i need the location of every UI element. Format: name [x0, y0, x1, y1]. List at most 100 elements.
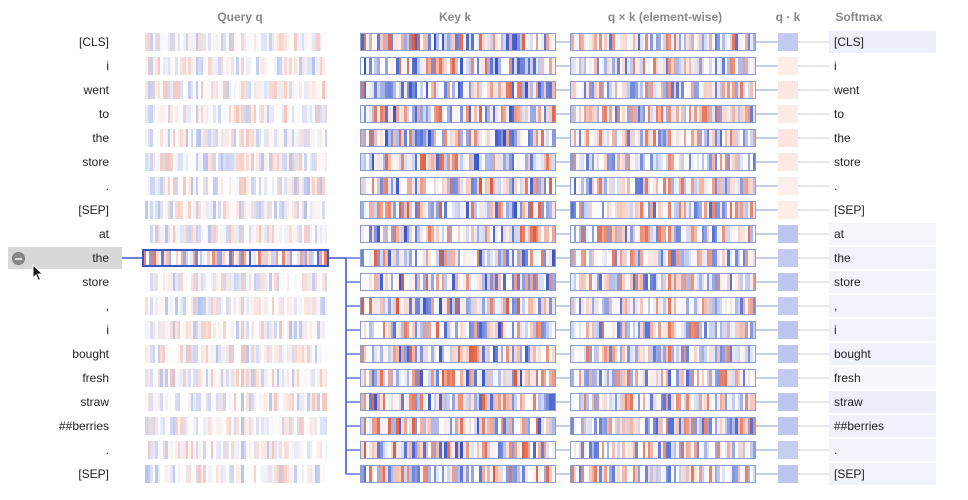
key-vector — [360, 465, 556, 483]
softmax-weight-bar — [829, 247, 936, 269]
product-vector — [570, 201, 756, 219]
key-vector — [360, 249, 556, 267]
product-vector — [570, 105, 756, 123]
query-token-label[interactable]: the — [92, 131, 109, 145]
query-token-label[interactable]: store — [82, 275, 109, 289]
product-vector — [570, 465, 756, 483]
softmax-weight-bar — [829, 391, 936, 413]
query-token-label[interactable]: store — [82, 155, 109, 169]
product-vector — [570, 393, 756, 411]
query-vector — [145, 393, 327, 411]
query-token-label[interactable]: ##berries — [58, 419, 109, 433]
query-vector — [145, 321, 327, 339]
softmax-token-label: went — [834, 83, 860, 97]
softmax-token-label: . — [834, 179, 838, 193]
query-token-label[interactable]: fresh — [82, 371, 109, 385]
key-vector — [360, 105, 556, 123]
softmax-weight-bar — [829, 175, 936, 197]
softmax-weight-bar — [829, 463, 936, 485]
product-vector — [570, 153, 756, 171]
product-vector — [570, 249, 756, 267]
softmax-token-label: the — [834, 131, 851, 145]
dot-product-cell — [778, 273, 798, 291]
softmax-token-label: store — [834, 275, 861, 289]
key-vector — [360, 201, 556, 219]
product-vector — [570, 441, 756, 459]
product-vector — [570, 273, 756, 291]
query-token-label[interactable]: bought — [72, 347, 109, 361]
dot-product-cell — [778, 345, 798, 363]
softmax-weight-bar — [829, 439, 936, 461]
key-vector — [360, 369, 556, 387]
query-token-label[interactable]: the — [92, 251, 109, 265]
softmax-weight-bar — [829, 415, 936, 437]
query-token-label[interactable]: [CLS] — [78, 35, 109, 49]
query-vector — [145, 225, 327, 243]
minus-circle-icon[interactable] — [12, 252, 25, 265]
query-token-label[interactable]: at — [98, 227, 109, 241]
query-token-label[interactable]: . — [105, 443, 109, 457]
key-vector — [360, 33, 556, 51]
query-vector — [145, 273, 327, 291]
softmax-weight-bar — [829, 319, 936, 341]
dot-product-cell — [778, 129, 798, 147]
mouse-cursor-icon — [32, 264, 44, 282]
key-vector — [360, 393, 556, 411]
query-vector — [145, 177, 327, 195]
query-token-label[interactable]: straw — [80, 395, 109, 409]
query-token-label[interactable]: to — [98, 107, 109, 121]
query-token-label[interactable]: [SEP] — [78, 467, 109, 481]
softmax-weight-bar — [829, 295, 936, 317]
softmax-weight-bar — [829, 367, 936, 389]
query-vector — [145, 33, 327, 51]
product-vector — [570, 225, 756, 243]
softmax-weight-bar — [829, 127, 936, 149]
softmax-column-header: Softmax — [835, 10, 883, 24]
query-vector — [145, 81, 327, 99]
query-token-label[interactable]: i — [106, 323, 109, 337]
product-vector — [570, 33, 756, 51]
key-vector — [360, 441, 556, 459]
softmax-token-label: fresh — [834, 371, 861, 385]
key-column-header: Key k — [438, 10, 472, 24]
selected-query-vector — [142, 249, 329, 267]
dot-product-cell — [778, 225, 798, 243]
key-vector — [360, 345, 556, 363]
softmax-token-label: [CLS] — [834, 35, 865, 49]
dot-product-cell — [778, 177, 798, 195]
query-token-label[interactable]: went — [83, 83, 109, 97]
query-vector — [145, 441, 327, 459]
query-vector — [145, 369, 327, 387]
query-vector — [145, 153, 327, 171]
product-vector — [570, 81, 756, 99]
softmax-token-label: , — [834, 299, 838, 313]
query-token-label[interactable]: [SEP] — [78, 203, 109, 217]
dot-product-column-header: q · k — [775, 10, 801, 24]
softmax-token-label: [SEP] — [834, 203, 865, 217]
softmax-weight-bar — [829, 199, 936, 221]
softmax-weight-bar — [829, 343, 936, 365]
query-token-label[interactable]: , — [105, 299, 109, 313]
dot-product-cell — [778, 417, 798, 435]
softmax-weight-bar — [829, 103, 936, 125]
product-vector — [570, 177, 756, 195]
dot-product-cell — [778, 393, 798, 411]
dot-product-cell — [778, 33, 798, 51]
key-vector — [360, 177, 556, 195]
query-token-label[interactable]: i — [106, 59, 109, 73]
query-token-label[interactable]: . — [105, 179, 109, 193]
product-vector — [570, 345, 756, 363]
softmax-token-label: to — [834, 107, 845, 121]
dot-product-cell — [778, 249, 798, 267]
softmax-token-label: straw — [834, 395, 863, 409]
product-vector — [570, 321, 756, 339]
key-vector — [360, 153, 556, 171]
key-vector — [360, 57, 556, 75]
dot-product-cell — [778, 81, 798, 99]
query-vector — [145, 297, 327, 315]
dot-product-cell — [778, 201, 798, 219]
query-vector — [145, 345, 327, 363]
dot-product-cell — [778, 297, 798, 315]
dot-product-cell — [778, 57, 798, 75]
